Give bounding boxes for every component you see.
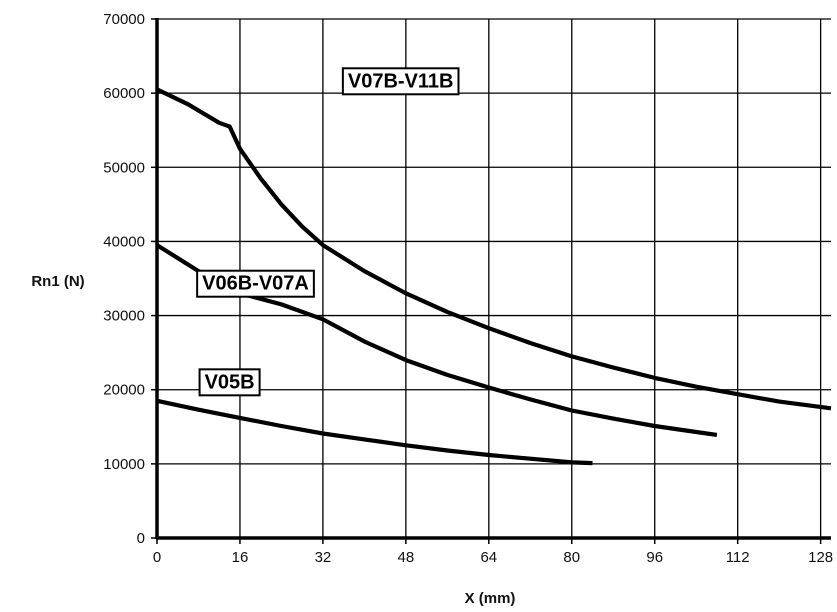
svg-text:V07B-V11B: V07B-V11B: [348, 70, 454, 92]
svg-text:V05B: V05B: [205, 371, 255, 393]
series-label-2: V06B-V07A: [196, 269, 315, 298]
series-line-1: [156, 87, 832, 411]
axes: [151, 18, 831, 544]
x-tick-label: 32: [315, 549, 332, 566]
x-tick-label: 96: [646, 549, 663, 566]
y-tick-label: 50000: [103, 159, 145, 176]
series-label-1: V07B-V11B: [341, 67, 460, 96]
y-tick-label: 20000: [103, 382, 145, 399]
y-tick-label: 40000: [103, 233, 145, 250]
x-tick-label: 48: [398, 549, 415, 566]
series-line-3: [156, 398, 593, 466]
x-tick-label: 80: [563, 549, 580, 566]
y-tick-label: 60000: [103, 85, 145, 102]
x-tick-label: 112: [726, 549, 750, 566]
y-tick-label: 70000: [103, 11, 145, 28]
x-tick-label: 128: [808, 549, 833, 566]
x-tick-label: 0: [153, 549, 161, 566]
x-axis-title: X (mm): [465, 590, 516, 607]
x-tick-label: 64: [480, 549, 497, 566]
series-label-3: V05B: [198, 368, 261, 397]
y-axis-title: Rn1 (N): [31, 273, 84, 290]
y-tick-label: 0: [137, 530, 145, 547]
tick-labels: 0 16 32 48 64 80 96 112 128 0 10000 20000 30000 40000…: [103, 11, 833, 566]
grid: [157, 18, 831, 538]
y-tick-label: 30000: [103, 308, 145, 325]
x-tick-label: 16: [232, 549, 249, 566]
y-tick-label: 10000: [103, 456, 145, 473]
series-labels: V07B-V11B V06B-V07A V05B: [196, 67, 460, 397]
svg-text:V06B-V07A: V06B-V07A: [202, 273, 309, 295]
